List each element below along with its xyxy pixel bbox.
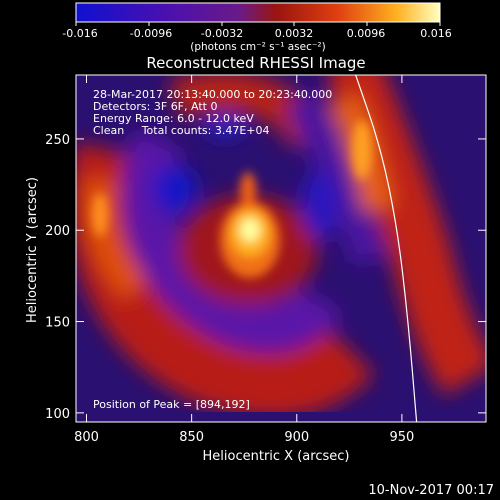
colorbar-tick-label: -0.016 xyxy=(62,27,97,40)
x-tick-label: 900 xyxy=(284,430,309,445)
colorbar-unit-label: (photons cm⁻² s⁻¹ asec⁻²) xyxy=(190,41,325,53)
solar-limb-curve xyxy=(355,75,418,422)
colorbar-ticks xyxy=(75,22,441,26)
y-tick-label: 200 xyxy=(45,224,70,239)
colorbar-tick-label: 0.016 xyxy=(420,27,452,40)
info-time-range: 28-Mar-2017 20:13:40.000 to 20:23:40.000 xyxy=(93,88,332,101)
x-axis-label: Heliocentric X (arcsec) xyxy=(203,449,350,464)
x-tick-label: 950 xyxy=(389,430,414,445)
axis-tick-labels: 800 850 900 950 100 150 200 250 xyxy=(45,133,414,445)
colorbar-tick-label: -0.0032 xyxy=(201,27,243,40)
y-tick-label: 150 xyxy=(45,316,70,331)
heatmap-image xyxy=(76,75,486,422)
chart-title: Reconstructed RHESSI Image xyxy=(146,54,365,72)
x-tick-label: 850 xyxy=(179,430,204,445)
info-clean-counts: Clean Total counts: 3.47E+04 xyxy=(93,124,270,137)
y-tick-label: 250 xyxy=(45,133,70,148)
colorbar-tick-label: -0.0096 xyxy=(130,27,172,40)
axis-tick-marks xyxy=(76,75,486,422)
y-axis-label: Heliocentric Y (arcsec) xyxy=(25,177,40,323)
x-tick-label: 800 xyxy=(74,430,99,445)
peak-position-label: Position of Peak = [894,192] xyxy=(93,398,250,411)
y-tick-label: 100 xyxy=(45,407,70,422)
colorbar-tick-label: 0.0096 xyxy=(347,27,386,40)
plot-frame xyxy=(75,74,487,423)
footer-timestamp: 10-Nov-2017 00:17 xyxy=(368,483,494,498)
colorbar xyxy=(75,2,441,23)
info-energy-range: Energy Range: 6.0 - 12.0 keV xyxy=(93,112,254,125)
colorbar-tick-label: 0.0032 xyxy=(275,27,314,40)
info-detectors: Detectors: 3F 6F, Att 0 xyxy=(93,100,217,113)
